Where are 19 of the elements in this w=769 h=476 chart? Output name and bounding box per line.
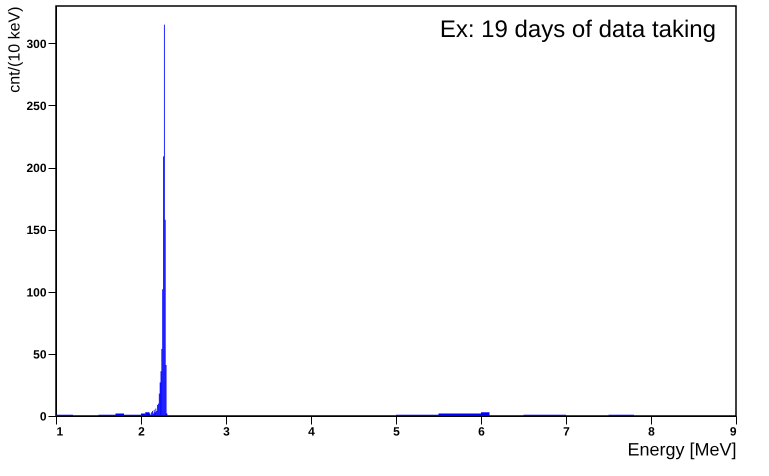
y-tick-label: 200	[26, 161, 47, 176]
annotation: Ex: 19 days of data taking	[440, 16, 716, 43]
y-axis-title: cnt/(10 keV)	[6, 6, 24, 93]
x-tick-label: 4	[308, 424, 316, 438]
y-tick-label: 250	[26, 98, 47, 113]
y-tick-label: 100	[26, 285, 47, 300]
x-tick-label: 5	[393, 424, 400, 438]
y-tick-label: 150	[26, 223, 47, 238]
x-tick-label: 2	[138, 424, 146, 438]
y-tick-label: 0	[40, 410, 47, 424]
x-tick-label: 1	[56, 424, 64, 438]
y-tick-label: 50	[33, 347, 47, 362]
y-tick-label: 300	[26, 36, 47, 51]
x-tick-label: 9	[730, 424, 737, 438]
x-tick-label: 6	[478, 424, 486, 438]
x-axis-title: Energy [MeV]	[627, 440, 736, 460]
x-tick-label: 3	[223, 424, 230, 438]
x-tick-label: 7	[563, 424, 570, 438]
x-tick-label: 8	[648, 424, 656, 438]
